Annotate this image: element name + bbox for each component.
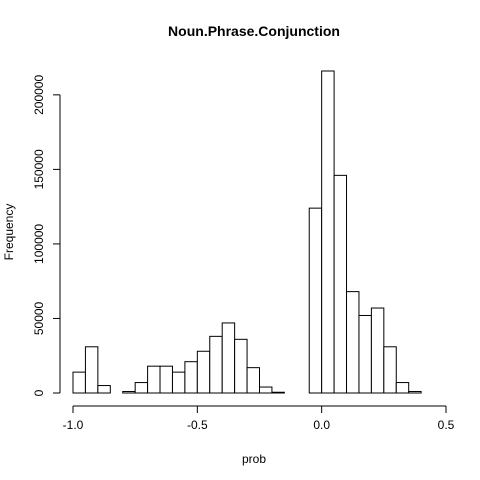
histogram-bar <box>159 365 173 394</box>
histogram-bar <box>171 371 186 394</box>
y-tick-label: 0 <box>32 389 46 396</box>
y-axis: 0 50000 100000 150000 200000 <box>32 75 61 396</box>
histogram-bar <box>395 382 410 394</box>
histogram-bar <box>358 314 372 394</box>
x-axis-label: prob <box>242 452 266 466</box>
histogram-bar <box>221 322 236 394</box>
x-tick-label: -0.5 <box>187 418 208 432</box>
y-tick-label: 200000 <box>32 75 46 115</box>
histogram-bar <box>72 371 86 394</box>
histogram-bar <box>97 385 111 394</box>
histogram-bar <box>259 386 273 394</box>
histogram-bar <box>271 391 285 394</box>
chart-title: Noun.Phrase.Conjunction <box>168 23 340 39</box>
histogram-bar <box>333 174 348 394</box>
histogram-bar <box>196 350 211 394</box>
x-tick-label: 0.0 <box>313 418 330 432</box>
histogram-bar <box>308 207 323 394</box>
histogram-bar <box>84 346 99 394</box>
histogram-bar <box>147 365 161 394</box>
histogram-bar <box>134 382 149 394</box>
y-tick-label: 100000 <box>32 224 46 264</box>
x-axis: -1.0 -0.5 0.0 0.5 <box>63 405 455 432</box>
histogram-bar <box>346 291 360 394</box>
y-axis-label: Frequency <box>2 204 16 261</box>
histogram-bar <box>122 391 136 394</box>
histogram-bar <box>383 346 397 394</box>
bars-group <box>72 70 422 394</box>
histogram-bar <box>234 338 248 394</box>
histogram-bar <box>246 367 261 394</box>
y-tick-label: 50000 <box>32 301 46 335</box>
histogram-bar <box>209 335 223 394</box>
histogram-bar <box>184 361 198 394</box>
histogram-bar <box>370 307 385 394</box>
x-tick-label: -1.0 <box>63 418 84 432</box>
histogram-bar <box>321 70 335 394</box>
x-tick-label: 0.5 <box>438 418 455 432</box>
y-tick-label: 150000 <box>32 149 46 189</box>
histogram-bar <box>408 391 422 394</box>
